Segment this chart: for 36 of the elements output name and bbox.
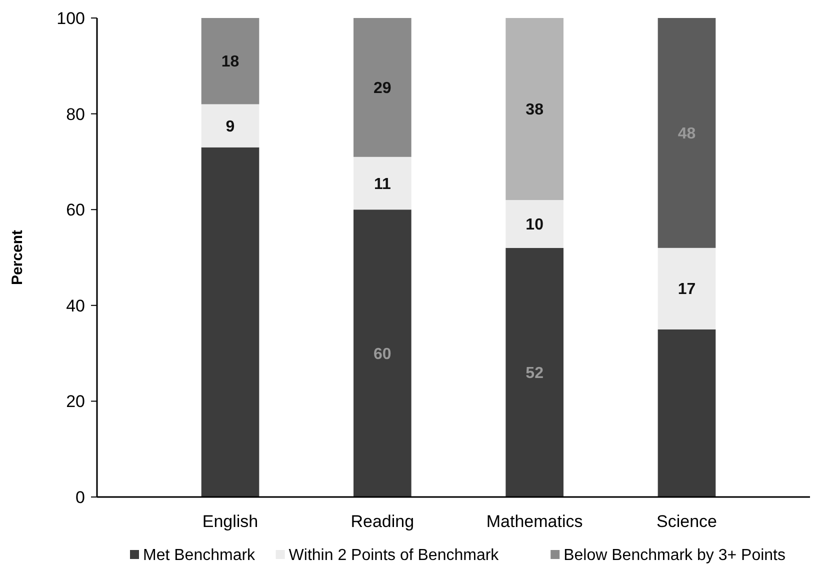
bar bbox=[201, 147, 260, 497]
bar bbox=[506, 18, 564, 200]
bar bbox=[658, 248, 716, 330]
y-tick-label: 0 bbox=[76, 488, 85, 507]
data-label: 10 bbox=[526, 216, 544, 234]
y-tick-label: 100 bbox=[56, 8, 85, 28]
x-tick-label: Mathematics bbox=[486, 512, 583, 531]
x-tick-label: English bbox=[202, 512, 258, 531]
data-label: 9 bbox=[226, 118, 235, 136]
bar bbox=[658, 18, 716, 248]
data-label: 60 bbox=[374, 346, 392, 363]
bar bbox=[201, 18, 260, 104]
y-tick-label: 40 bbox=[66, 296, 85, 316]
y-tick-label: 60 bbox=[66, 200, 85, 220]
y-axis-title: Percent bbox=[9, 230, 26, 286]
data-label: 29 bbox=[374, 80, 392, 98]
data-label: 52 bbox=[526, 365, 544, 382]
data-label: 38 bbox=[526, 102, 544, 119]
legend-label: Met Benchmark bbox=[143, 547, 256, 564]
data-label: 18 bbox=[221, 54, 240, 71]
data-label: 48 bbox=[678, 126, 696, 143]
legend-label: Below Benchmark by 3+ Points bbox=[564, 547, 786, 564]
legend-label: Within 2 Points of Benchmark bbox=[288, 547, 500, 564]
bar bbox=[201, 104, 260, 148]
bar bbox=[354, 156, 412, 210]
data-label: 17 bbox=[678, 281, 696, 298]
data-label: 11 bbox=[374, 176, 391, 193]
bar bbox=[354, 18, 412, 157]
bar bbox=[354, 210, 412, 497]
bar bbox=[658, 329, 716, 497]
bar bbox=[506, 248, 564, 497]
x-tick-label: Science bbox=[656, 512, 717, 531]
x-tick-label: Reading bbox=[350, 512, 414, 531]
y-tick-label: 20 bbox=[66, 392, 85, 412]
bar bbox=[506, 200, 564, 248]
y-tick-label: 80 bbox=[66, 104, 85, 124]
